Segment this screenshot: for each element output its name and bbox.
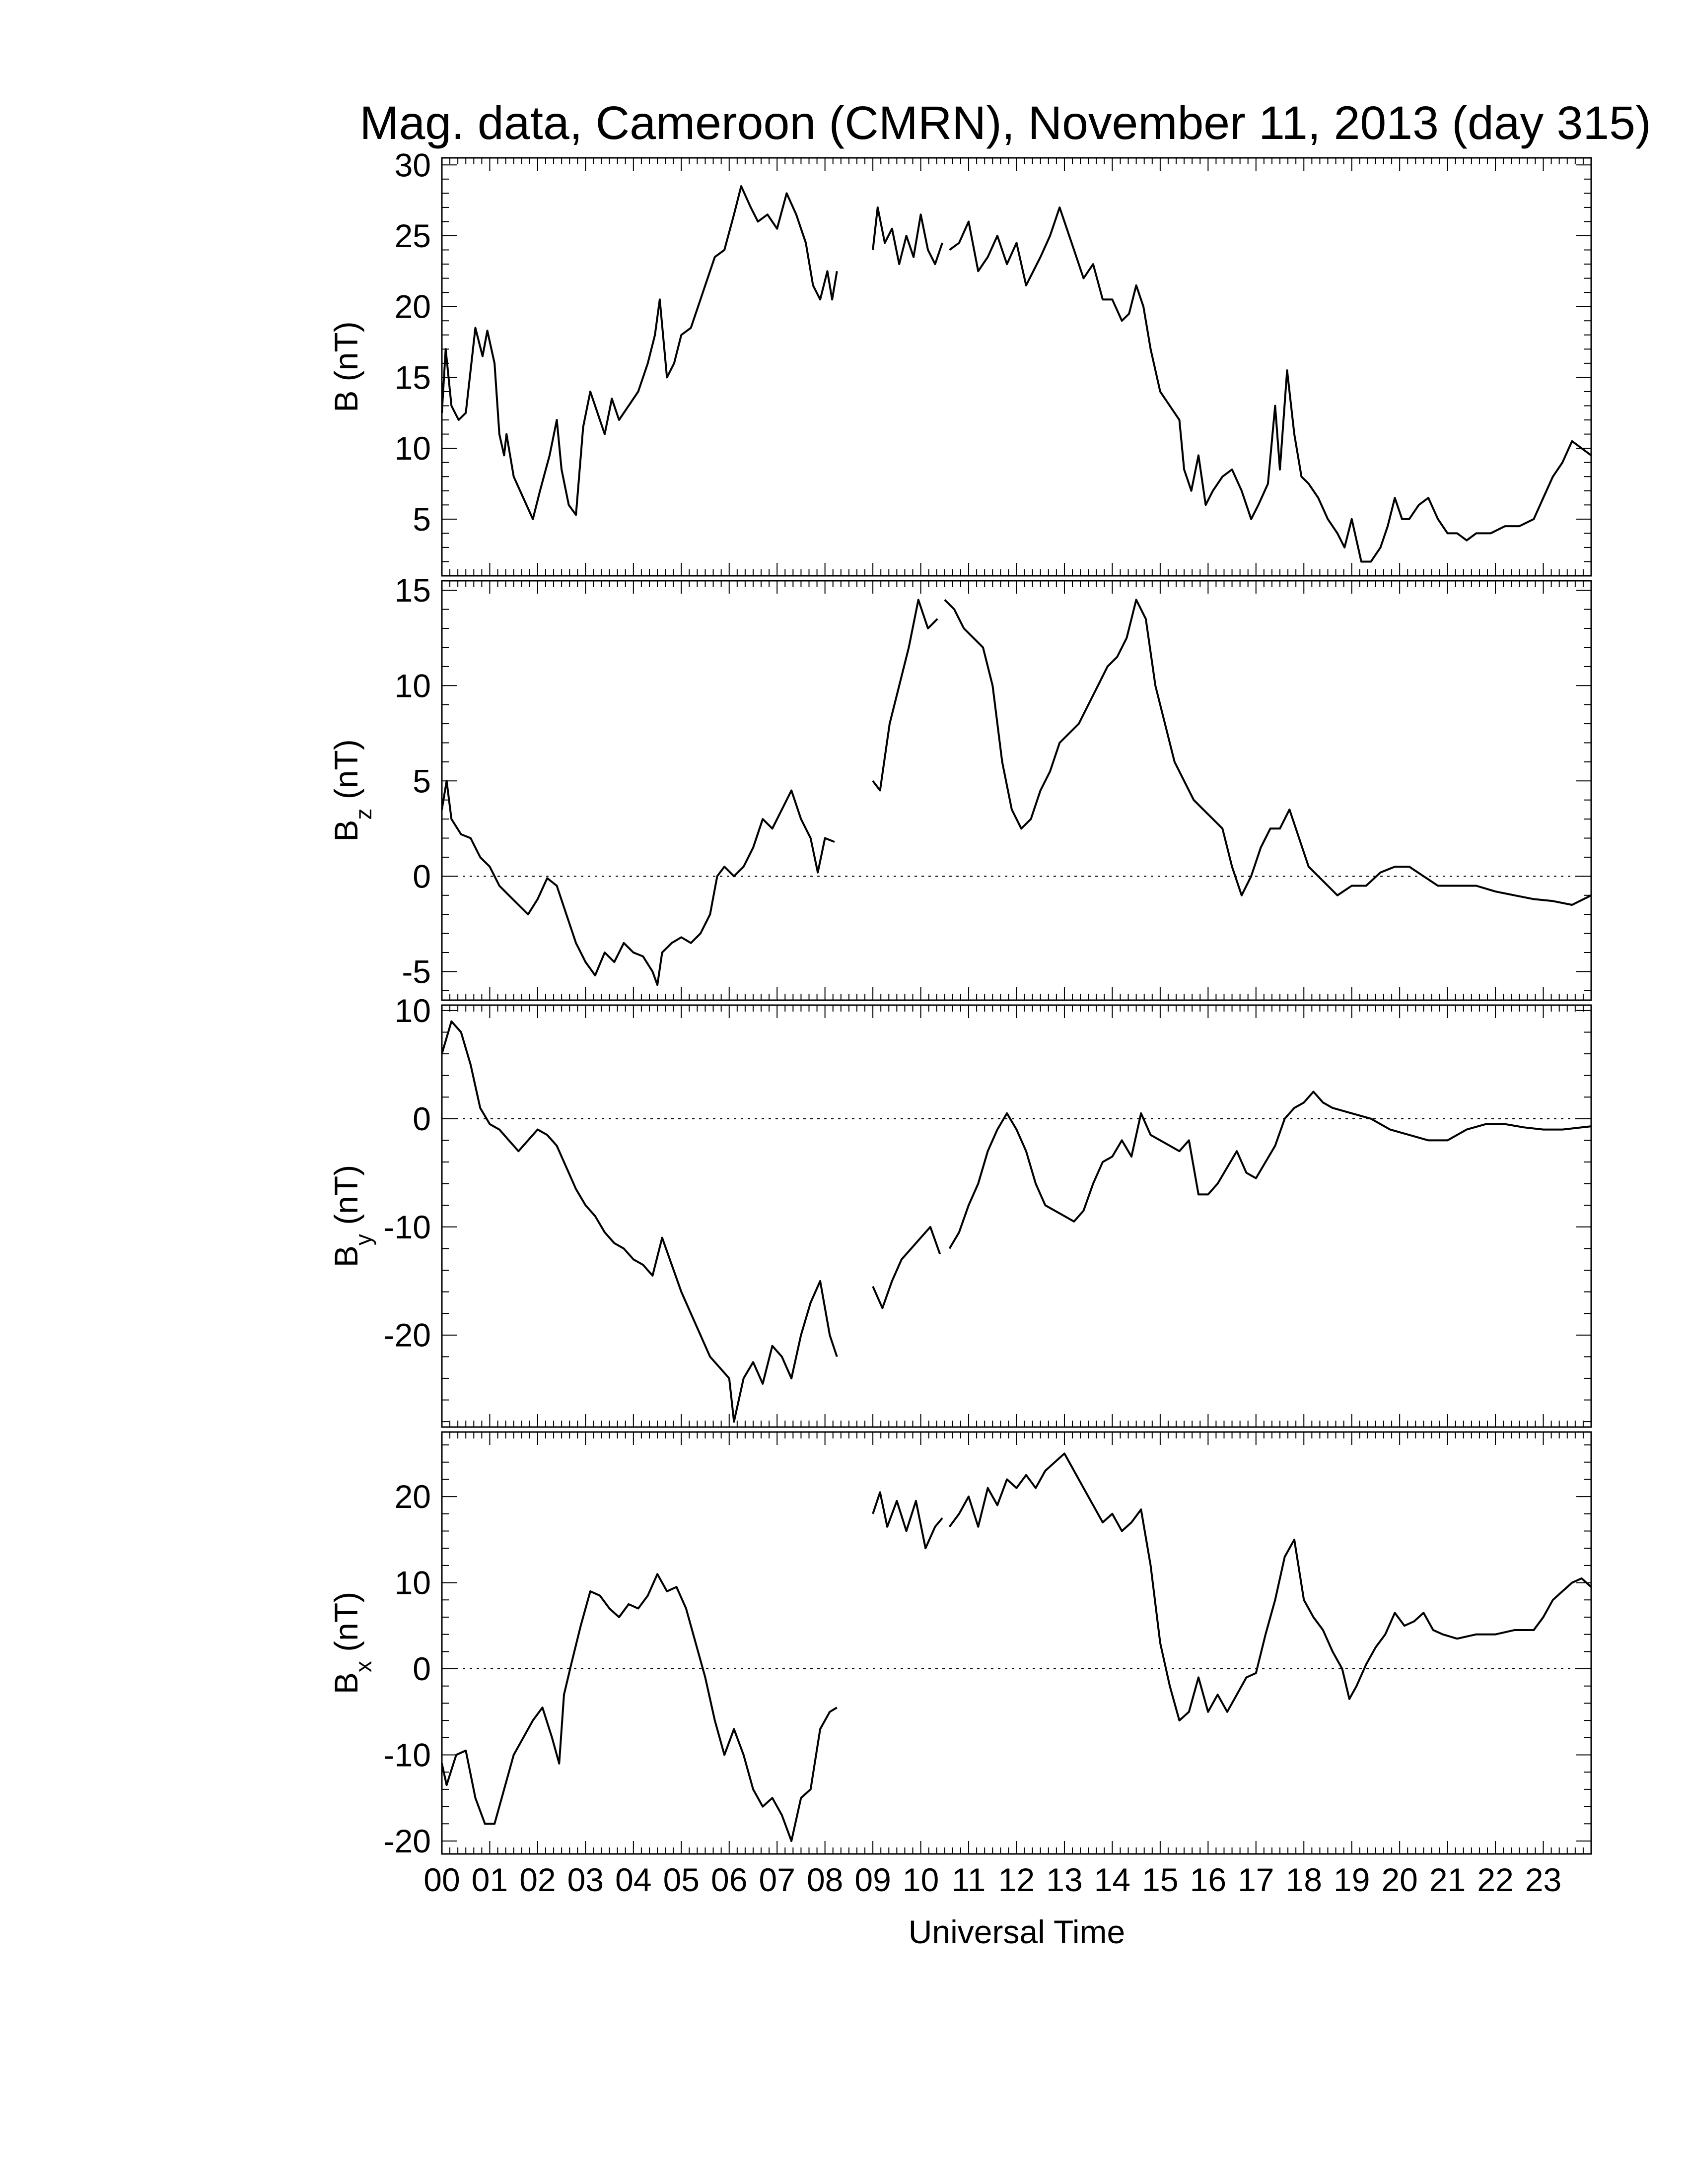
x-tick-label: 08 <box>807 1861 843 1898</box>
y-tick-label: -10 <box>384 1737 431 1774</box>
x-tick-label: 22 <box>1477 1861 1513 1898</box>
x-tick-label: 16 <box>1190 1861 1226 1898</box>
x-tick-label: 10 <box>903 1861 939 1898</box>
y-tick-label: 5 <box>413 501 431 538</box>
y-tick-label: -20 <box>384 1823 431 1859</box>
y-axis-label-subscript: x <box>351 1661 376 1672</box>
x-tick-label: 12 <box>998 1861 1035 1898</box>
y-axis-label-unit: (nT) <box>328 739 364 808</box>
x-tick-label: 14 <box>1094 1861 1130 1898</box>
data-line-By <box>948 1091 1592 1249</box>
x-tick-label: 11 <box>952 1861 986 1898</box>
y-axis-label-B: B (nT) <box>328 321 364 412</box>
data-line-Bz <box>441 780 835 986</box>
x-tick-label: 17 <box>1238 1861 1274 1898</box>
y-axis-label-Bz: Bz (nT) <box>328 739 376 841</box>
panels-group: 5 10 15 20 25 30 B (nT) -5 0 5 10 15 Bz (nT) -20 -10 0 1… <box>328 146 1592 1859</box>
data-line-Bz <box>872 599 938 792</box>
data-line-Bx <box>872 1491 943 1550</box>
y-axis-label-By: By (nT) <box>328 1165 376 1267</box>
x-tick-label: 07 <box>759 1861 795 1898</box>
x-axis-title: Universal Time <box>909 1913 1125 1950</box>
x-tick-label: 03 <box>567 1861 604 1898</box>
y-tick-label: 10 <box>395 992 431 1029</box>
panel-Bz: -5 0 5 10 15 Bz (nT) <box>328 572 1592 1001</box>
x-tick-label: 06 <box>711 1861 747 1898</box>
y-tick-label: 5 <box>413 762 431 799</box>
y-tick-label: 0 <box>413 1650 431 1687</box>
panel-B: 5 10 15 20 25 30 B (nT) <box>328 146 1592 577</box>
x-tick-label: 04 <box>615 1861 651 1898</box>
y-tick-label: 20 <box>395 1478 431 1515</box>
y-tick-label: 20 <box>395 288 431 325</box>
y-tick-label: -10 <box>384 1209 431 1245</box>
data-line-By <box>441 1020 838 1423</box>
y-axis-label-main: B <box>328 1672 364 1694</box>
y-axis-label-main: B <box>328 820 364 842</box>
y-tick-label: 15 <box>395 572 431 609</box>
data-line-By <box>872 1226 941 1309</box>
data-line-Bz <box>944 599 1592 906</box>
data-line-Bx <box>948 1452 1592 1722</box>
data-line-B <box>441 185 838 520</box>
y-tick-label: -5 <box>402 953 431 990</box>
y-axis-label-subscript: y <box>351 1234 376 1245</box>
x-tick-label: 02 <box>519 1861 556 1898</box>
y-tick-label: 10 <box>395 667 431 704</box>
y-tick-label: 10 <box>395 1565 431 1601</box>
x-tick-label: 01 <box>472 1861 508 1898</box>
y-axis-label-main: B (nT) <box>328 321 364 412</box>
y-tick-label: 0 <box>413 858 431 894</box>
figure-title: Mag. data, Cameroon (CMRN), November 11,… <box>359 97 1651 149</box>
x-tick-label: 23 <box>1525 1861 1561 1898</box>
y-tick-label: 25 <box>395 217 431 254</box>
y-axis-label-unit: (nT) <box>328 1165 364 1234</box>
y-axis-label-unit: (nT) <box>328 1592 364 1661</box>
x-axis: 00 01 02 03 04 05 06 07 08 09 10 11 12 13 14 15 16 17 18 19… <box>423 1861 1561 1898</box>
x-tick-label: 18 <box>1286 1861 1322 1898</box>
y-tick-label: 30 <box>395 146 431 183</box>
panel-By: -20 -10 0 10 By (nT) <box>328 992 1592 1428</box>
y-tick-label: 10 <box>395 430 431 467</box>
data-line-B <box>872 206 943 266</box>
x-tick-label: 19 <box>1334 1861 1370 1898</box>
y-axis-label-Bx: Bx (nT) <box>328 1592 376 1694</box>
panel-Bx: -20 -10 0 10 20 Bx (nT) <box>328 1431 1592 1859</box>
y-tick-label: 15 <box>395 359 431 396</box>
x-tick-label: 15 <box>1142 1861 1178 1898</box>
y-tick-label: 0 <box>413 1100 431 1137</box>
x-tick-label: 20 <box>1381 1861 1417 1898</box>
y-axis-label-main: B <box>328 1245 364 1267</box>
x-tick-label: 05 <box>663 1861 700 1898</box>
x-tick-label: 13 <box>1046 1861 1082 1898</box>
data-line-B <box>949 206 1592 563</box>
y-tick-label: -20 <box>384 1317 431 1354</box>
y-axis-label-subscript: z <box>351 809 376 820</box>
x-tick-label: 00 <box>423 1861 460 1898</box>
x-tick-label: 09 <box>854 1861 891 1898</box>
data-line-Bx <box>441 1573 838 1842</box>
x-tick-label: 21 <box>1429 1861 1466 1898</box>
